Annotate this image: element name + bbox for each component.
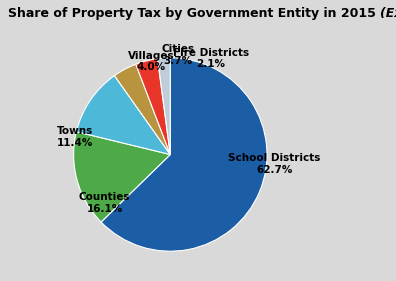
Wedge shape <box>74 132 170 222</box>
Text: Cities
3.7%: Cities 3.7% <box>162 44 194 66</box>
Wedge shape <box>101 58 267 251</box>
Wedge shape <box>114 64 170 155</box>
Text: School Districts
62.7%: School Districts 62.7% <box>228 153 321 175</box>
Text: Share of Property Tax by Government Entity in 2015: Share of Property Tax by Government Enti… <box>8 7 380 20</box>
Text: Counties
16.1%: Counties 16.1% <box>79 192 130 214</box>
Wedge shape <box>136 59 170 155</box>
Text: Villages
4.0%: Villages 4.0% <box>128 51 174 72</box>
Wedge shape <box>76 76 170 155</box>
Text: Fire Districts
2.1%: Fire Districts 2.1% <box>173 48 249 69</box>
Wedge shape <box>158 58 170 155</box>
Text: (Excluding NYC): (Excluding NYC) <box>380 7 396 20</box>
Text: Towns
11.4%: Towns 11.4% <box>57 126 93 148</box>
